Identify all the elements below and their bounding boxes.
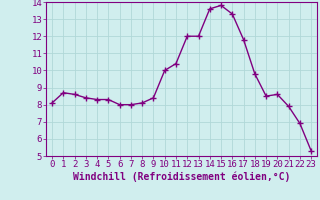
X-axis label: Windchill (Refroidissement éolien,°C): Windchill (Refroidissement éolien,°C) — [73, 172, 290, 182]
